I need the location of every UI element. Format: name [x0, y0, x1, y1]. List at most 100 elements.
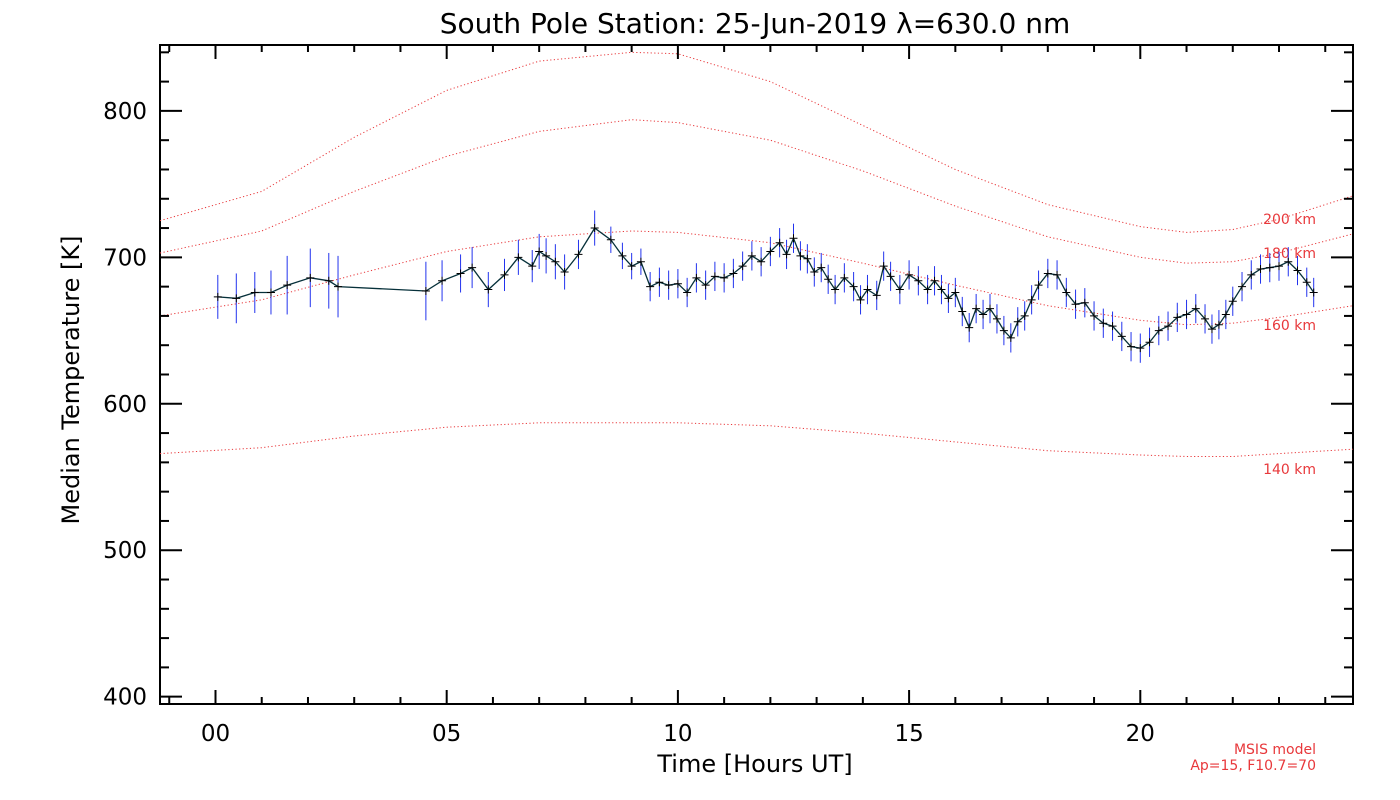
data-point-0-23	[618, 251, 627, 260]
data-point-0-42	[789, 234, 798, 243]
data-point-0-69	[992, 314, 1001, 323]
data-point-0-77	[1053, 270, 1062, 279]
data-point-0-32	[701, 281, 710, 290]
data-point-0-90	[1173, 313, 1182, 322]
data-point-0-2	[250, 288, 259, 297]
data-point-0-105	[1302, 278, 1311, 287]
y-axis-title: Median Temperature [K]	[57, 235, 85, 524]
data-point-0-82	[1099, 319, 1108, 328]
data-point-0-83	[1108, 322, 1117, 331]
data-point-0-7	[334, 282, 343, 291]
data-point-0-12	[484, 285, 493, 294]
data-point-0-40	[775, 238, 784, 247]
data-point-0-80	[1080, 298, 1089, 307]
data-point-0-50	[849, 282, 858, 291]
data-point-0-97	[1228, 297, 1237, 306]
data-point-0-14	[514, 253, 523, 262]
data-point-0-87	[1145, 338, 1154, 347]
data-point-0-57	[905, 270, 914, 279]
data-point-0-68	[986, 304, 995, 313]
data-point-0-67	[979, 310, 988, 319]
model-note-name: MSIS model	[1234, 742, 1316, 758]
data-point-0-59	[923, 285, 932, 294]
data-point-0-81	[1090, 311, 1099, 320]
data-point-0-11	[468, 263, 477, 272]
data-point-0-38	[757, 257, 766, 266]
data-point-0-72	[1013, 317, 1022, 326]
data-point-0-13	[500, 270, 509, 279]
data-point-0-55	[886, 272, 895, 281]
data-point-0-24	[627, 262, 636, 271]
data-point-0-92	[1191, 304, 1200, 313]
data-point-0-46	[817, 263, 826, 272]
x-tick-label: 05	[432, 721, 461, 747]
data-point-0-86	[1136, 344, 1145, 353]
y-tick-label: 800	[103, 99, 147, 125]
data-point-0-65	[965, 323, 974, 332]
data-point-0-70	[999, 326, 1008, 335]
data-point-0-19	[560, 267, 569, 276]
data-point-0-73	[1020, 311, 1029, 320]
model-note-params: Ap=15, F10.7=70	[1190, 758, 1316, 774]
x-tick-label: 10	[663, 721, 692, 747]
data-point-0-51	[856, 295, 865, 304]
data-point-0-106	[1309, 288, 1318, 297]
data-point-0-76	[1043, 269, 1052, 278]
data-point-0-39	[766, 247, 775, 256]
data-point-0-71	[1006, 333, 1015, 342]
data-point-0-74	[1027, 295, 1036, 304]
data-point-0-56	[895, 285, 904, 294]
data-point-0-93	[1201, 314, 1210, 323]
data-point-0-9	[438, 276, 447, 285]
data-point-0-45	[810, 267, 819, 276]
model-curve-1	[159, 119, 1354, 264]
x-tick-label: 00	[201, 721, 230, 747]
data-point-0-78	[1062, 288, 1071, 297]
data-point-0-63	[951, 288, 960, 297]
data-point-0-66	[972, 304, 981, 313]
data-point-0-54	[879, 262, 888, 271]
data-point-0-4	[283, 281, 292, 290]
data-point-0-84	[1117, 332, 1126, 341]
data-point-0-89	[1164, 322, 1173, 331]
model-curve-0	[159, 51, 1354, 233]
data-point-0-15	[528, 262, 537, 271]
data-point-0-8	[421, 287, 430, 296]
data-point-0-33	[710, 272, 719, 281]
chart-title: South Pole Station: 25-Jun-2019 λ=630.0 …	[440, 7, 1071, 40]
data-point-0-79	[1071, 300, 1080, 309]
data-point-0-85	[1127, 342, 1136, 351]
model-curve-3	[159, 422, 1354, 457]
data-point-0-52	[863, 285, 872, 294]
data-point-0-61	[937, 285, 946, 294]
y-tick-label: 600	[103, 392, 147, 418]
data-point-0-44	[803, 254, 812, 263]
data-point-0-17	[542, 251, 551, 260]
data-markers	[213, 224, 1318, 353]
x-tick-label: 20	[1126, 721, 1155, 747]
y-tick-label: 500	[103, 538, 147, 564]
data-point-0-98	[1238, 282, 1247, 291]
data-point-0-104	[1293, 266, 1302, 275]
data-point-0-6	[324, 276, 333, 285]
data-point-0-102	[1275, 262, 1284, 271]
data-point-0-25	[636, 257, 645, 266]
data-point-0-95	[1214, 320, 1223, 329]
data-point-0-75	[1034, 281, 1043, 290]
data-point-0-20	[574, 250, 583, 259]
data-point-0-60	[930, 276, 939, 285]
data-point-0-62	[944, 294, 953, 303]
data-point-0-21	[590, 224, 599, 233]
model-curve-label-1: 180 km	[1263, 246, 1316, 262]
data-point-0-47	[824, 275, 833, 284]
data-point-0-58	[914, 276, 923, 285]
plot-frame	[159, 44, 1354, 705]
data-point-0-49	[840, 273, 849, 282]
y-tick-label: 700	[103, 245, 147, 271]
data-point-0-27	[655, 278, 664, 287]
data-point-0-30	[683, 288, 692, 297]
data-point-0-36	[738, 262, 747, 271]
x-tick-label: 15	[894, 721, 923, 747]
model-curve-label-3: 140 km	[1263, 462, 1316, 478]
